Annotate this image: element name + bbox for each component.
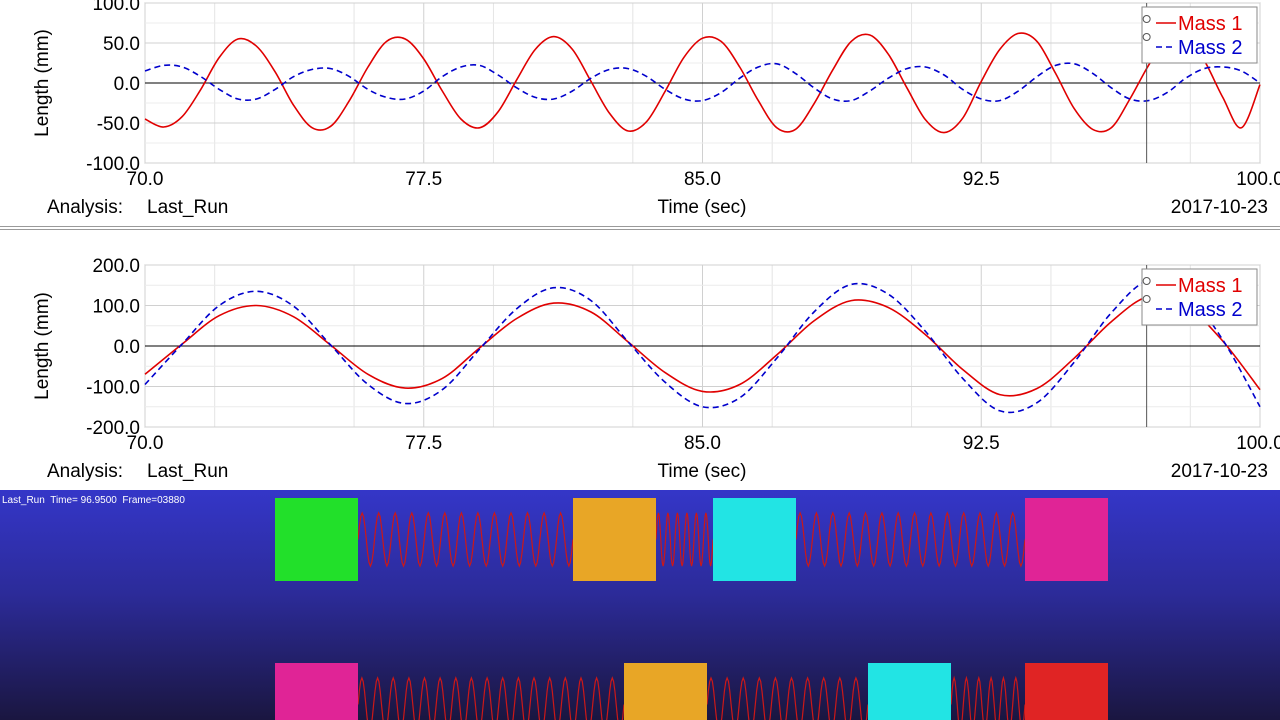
- x-tick-label: 70.0: [127, 433, 164, 454]
- x-tick-label: 100.0: [1236, 169, 1280, 190]
- mass-block-cyan: [713, 498, 796, 581]
- legend-label: Mass 2: [1178, 299, 1242, 321]
- analysis-label: Analysis:: [47, 461, 123, 482]
- spring: [950, 675, 1026, 720]
- analysis-date: 2017-10-23: [1171, 197, 1268, 218]
- cursor-marker: [1142, 15, 1151, 23]
- cursor-marker: [1142, 295, 1151, 303]
- y-tick-label: -200.0: [86, 418, 140, 439]
- analysis-label: Analysis:: [47, 197, 123, 218]
- series-line-mass-1: [144, 32, 1261, 134]
- x-axis-label: Time (sec): [657, 197, 746, 218]
- chart-1: 100.0 50.0 0.0 -50.0 -100.070.0 77.5 85.0 92.5 1…: [32, 0, 1280, 218]
- spring: [655, 512, 714, 567]
- cursor-marker: [1142, 33, 1151, 41]
- spring: [706, 676, 869, 720]
- x-axis-label: Time (sec): [657, 461, 746, 482]
- y-tick-label: -100.0: [86, 378, 140, 399]
- spring: [357, 676, 625, 720]
- legend-label: Mass 1: [1178, 13, 1242, 35]
- y-axis-label: Length (mm): [32, 29, 53, 137]
- y-tick-label: -100.0: [86, 154, 140, 175]
- spring: [357, 511, 574, 568]
- series-line-mass-2: [144, 278, 1261, 414]
- analysis-name: Last_Run: [147, 461, 228, 482]
- y-tick-label: -50.0: [97, 114, 140, 135]
- legend-box: [1141, 6, 1258, 64]
- y-tick-label: 0.0: [114, 74, 140, 95]
- y-axis-label: Length (mm): [32, 292, 53, 400]
- x-tick-label: 85.0: [684, 433, 721, 454]
- y-tick-label: 50.0: [103, 34, 140, 55]
- status-frame: Frame=03880: [122, 495, 185, 506]
- series-line-mass-2: [144, 62, 1261, 103]
- status-time: Time= 96.9500: [50, 495, 117, 506]
- x-tick-label: 100.0: [1236, 433, 1280, 454]
- mass-block-magenta: [275, 663, 358, 720]
- animation-scene: [275, 498, 1108, 720]
- legend-box: [1141, 268, 1258, 326]
- legend-label: Mass 1: [1178, 275, 1242, 297]
- chart-panel-2: 200.0 100.0 0.0 -100.0 -200.0 70.0 77.5 85.0 92.…: [0, 229, 1280, 491]
- y-tick-label: 0.0: [114, 337, 140, 358]
- y-tick-label: 200.0: [92, 256, 140, 277]
- mass-block-orange: [624, 663, 707, 720]
- analysis-date: 2017-10-23: [1171, 461, 1268, 482]
- x-tick-label: 92.5: [963, 433, 1000, 454]
- cursor-marker: [1142, 277, 1151, 285]
- x-tick-label: 85.0: [684, 169, 721, 190]
- mass-block-red: [1025, 663, 1108, 720]
- x-tick-label: 77.5: [405, 433, 442, 454]
- status-run: Last_Run: [2, 495, 45, 506]
- mass-block-green: [275, 498, 358, 581]
- chart-panel-1: 100.0 50.0 0.0 -50.0 -100.0 70.0 77.5 85.0 92.5 1…: [0, 0, 1280, 227]
- y-tick-label: 100.0: [92, 297, 140, 318]
- animation-viewport: Last_Run Time= 96.9500 Frame=03880: [0, 490, 1280, 720]
- analysis-name: Last_Run: [147, 197, 228, 218]
- x-tick-label: 92.5: [963, 169, 1000, 190]
- x-tick-label: 70.0: [127, 169, 164, 190]
- mass-block-magenta: [1025, 498, 1108, 581]
- spring: [795, 511, 1026, 568]
- y-tick-label: 100.0: [92, 0, 140, 15]
- mass-block-cyan: [868, 663, 951, 720]
- x-tick-label: 77.5: [405, 169, 442, 190]
- legend-label: Mass 2: [1178, 37, 1242, 59]
- mass-block-orange: [573, 498, 656, 581]
- chart-2: 200.0 100.0 0.0 -100.0 -200.070.0 77.5 85.0 92.…: [32, 256, 1280, 482]
- animation-status: Last_Run Time= 96.9500 Frame=03880: [2, 495, 185, 506]
